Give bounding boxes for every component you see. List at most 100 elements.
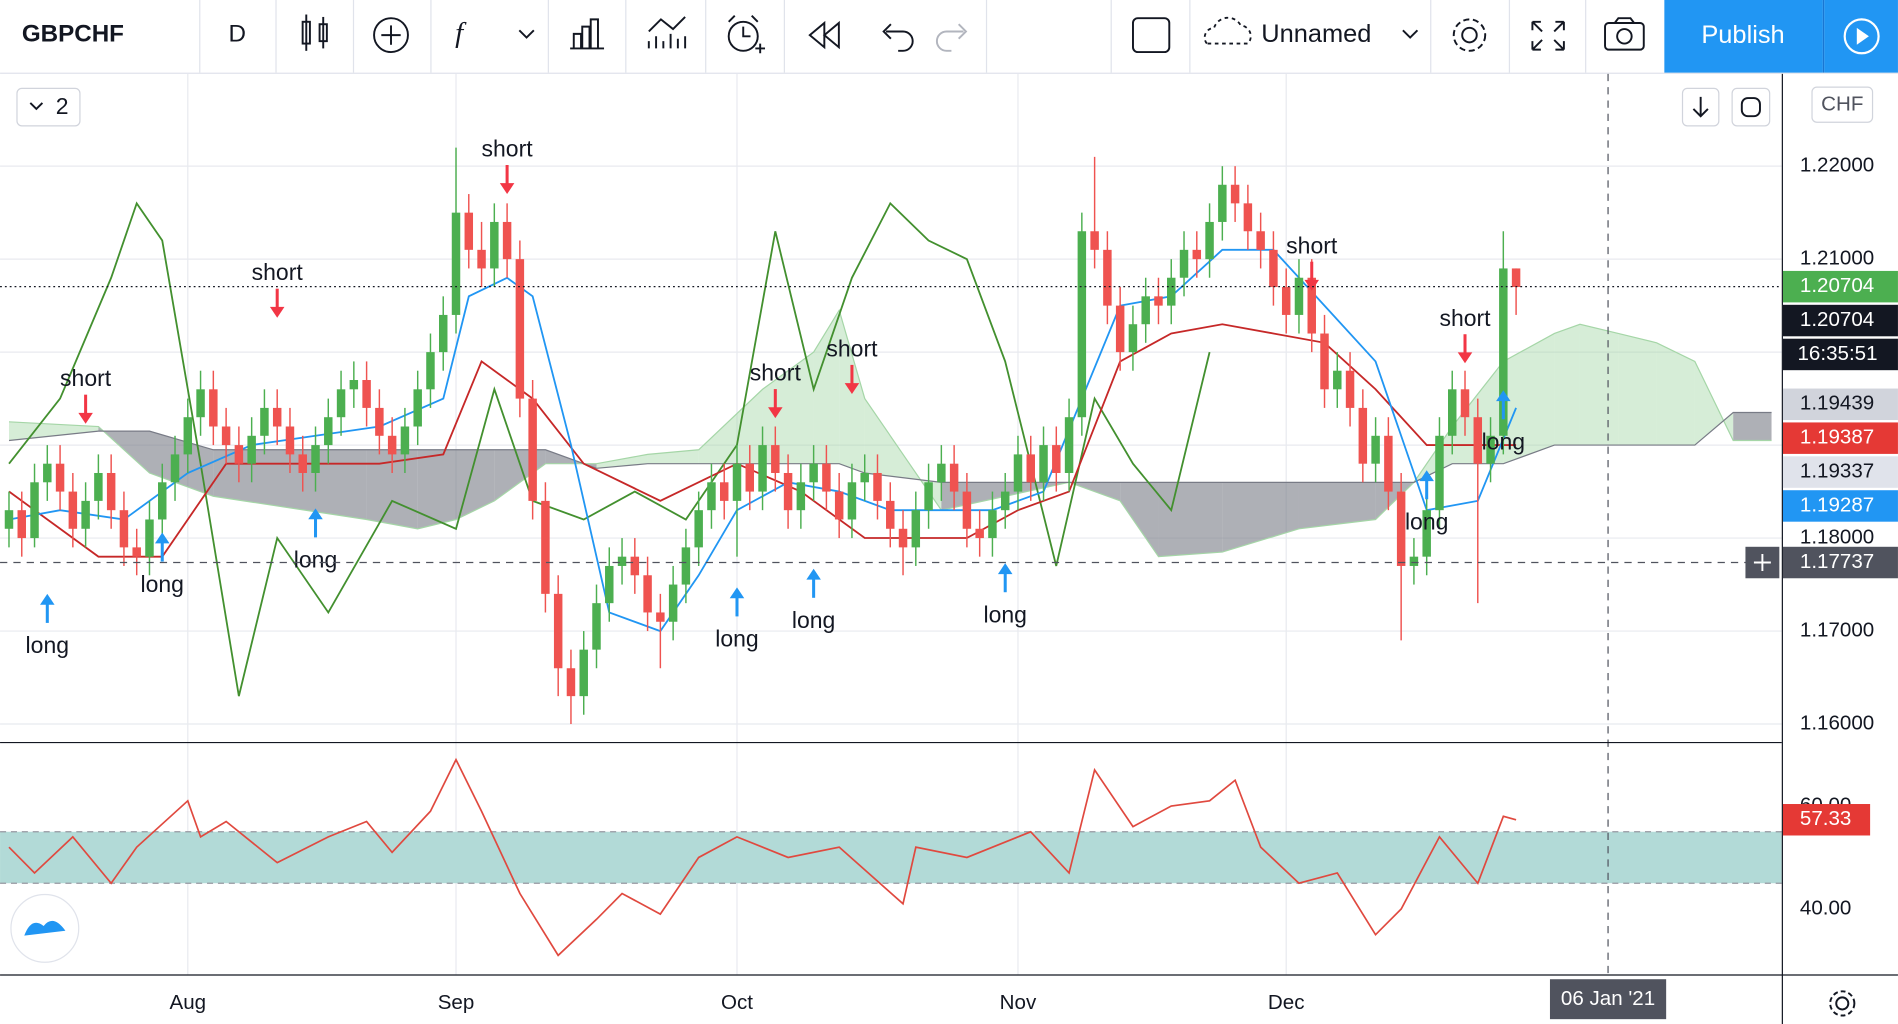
candle-body	[298, 454, 307, 473]
compare-icon[interactable]	[373, 17, 409, 54]
price-badge-label: 1.20704	[1800, 274, 1874, 297]
candle-body	[1422, 510, 1431, 557]
cloud-icon[interactable]	[1203, 16, 1252, 45]
candle-body	[1333, 370, 1342, 390]
price-badge	[1782, 388, 1898, 421]
candle-body	[681, 547, 691, 585]
currency-box[interactable]	[1811, 86, 1874, 123]
x-tick-label: Oct	[721, 991, 753, 1014]
candle-body	[1230, 184, 1240, 204]
signal-label: long	[715, 626, 758, 652]
candle-body	[1447, 389, 1457, 436]
signal-label: long	[792, 607, 835, 633]
candle-body	[1409, 556, 1419, 566]
signal-arrow	[154, 532, 170, 544]
currency: CHF	[1821, 93, 1863, 116]
settings-icon[interactable]	[1452, 18, 1487, 52]
undo-icon[interactable]	[882, 23, 914, 52]
candle-body	[949, 463, 959, 492]
candle-type-icon[interactable]	[301, 14, 328, 51]
layout-name[interactable]: Unnamed	[1261, 20, 1371, 48]
cloud-segment	[1733, 412, 1772, 441]
candle-body	[528, 398, 537, 501]
dropdown-icon[interactable]	[518, 29, 535, 39]
candle-body	[566, 668, 576, 697]
candle-body	[694, 510, 703, 548]
countdown: 16:35:51	[1797, 342, 1877, 365]
maximize-button[interactable]	[1731, 87, 1771, 127]
candle-body	[860, 472, 869, 483]
price-badge	[1782, 456, 1898, 488]
logo-icon	[24, 920, 66, 936]
replay-icon[interactable]	[808, 20, 840, 50]
fullscreen-icon[interactable]	[1531, 20, 1565, 51]
signal-arrow	[499, 183, 515, 195]
signal-label: short	[252, 259, 304, 285]
candle-body	[1154, 296, 1163, 306]
candle-body	[170, 454, 180, 483]
candle-body	[656, 612, 665, 622]
financials-icon[interactable]	[570, 18, 605, 50]
rsi-tick-label: 40.00	[1800, 896, 1851, 919]
layout-icon[interactable]	[1132, 17, 1171, 54]
signal-arrow	[1419, 470, 1434, 482]
publish-label[interactable]: Publish	[1701, 21, 1784, 49]
candle-body	[1167, 277, 1176, 306]
candle-body	[707, 482, 716, 511]
layout-dropdown[interactable]	[1402, 29, 1419, 39]
redo-icon[interactable]	[935, 23, 968, 52]
candle-body	[1090, 231, 1099, 250]
candle-body	[1486, 435, 1495, 464]
alert-icon[interactable]	[727, 15, 766, 54]
templates-icon[interactable]	[647, 16, 687, 49]
cloud-segment	[941, 482, 1070, 511]
candle-body	[898, 528, 908, 548]
price-badge-label: 1.20704	[1800, 308, 1874, 331]
y-tick-label: 1.18000	[1800, 526, 1874, 549]
candle-body	[1307, 277, 1316, 334]
candle-body	[349, 380, 359, 390]
candle-body	[1345, 370, 1355, 408]
candle-body	[106, 472, 116, 511]
rsi-line	[8, 757, 1517, 957]
rsi-pane	[0, 757, 1782, 957]
signal-arrow	[997, 563, 1013, 575]
candle-body	[1013, 454, 1023, 492]
kijun-line	[8, 323, 1517, 558]
cloud-segment	[1158, 482, 1223, 557]
candle-body	[962, 491, 972, 529]
candle-body	[553, 593, 563, 669]
price-badges: 1.20704 1.20704 16:35:51 1.19439 1.19387 1.19…	[1549, 270, 1898, 1020]
candle-body	[1320, 333, 1329, 390]
candle-body	[451, 212, 461, 315]
candle-body	[1205, 221, 1214, 260]
legend-toggle[interactable]	[16, 87, 81, 127]
candle-body	[490, 221, 499, 269]
candle-body	[285, 426, 295, 455]
candle-body	[260, 407, 269, 436]
signal-arrow	[308, 508, 323, 520]
symbol[interactable]: GBPCHF	[22, 20, 124, 47]
candle-body	[515, 259, 525, 399]
candle-body	[924, 482, 933, 511]
candle-body	[1115, 305, 1125, 353]
candle-body	[30, 482, 39, 539]
candle-body	[158, 482, 167, 520]
candle-body	[17, 510, 26, 539]
publish-button[interactable]	[1664, 0, 1823, 73]
interval[interactable]: D	[229, 20, 246, 47]
price-badge	[1782, 304, 1898, 337]
candle-body	[81, 500, 90, 529]
signal-arrow	[806, 568, 821, 580]
price-badge	[1782, 270, 1898, 303]
price-badge-label: 1.19287	[1800, 493, 1874, 516]
cloud-segment	[1618, 333, 1657, 446]
candle-body	[630, 556, 640, 576]
y-tick-label: 1.16000	[1800, 711, 1874, 734]
snapshot-icon[interactable]	[1604, 17, 1645, 51]
gear-icon[interactable]	[1829, 990, 1856, 1017]
cloud-segment	[456, 449, 495, 520]
x-tick-label: Dec	[1268, 991, 1305, 1014]
candle-body	[145, 519, 154, 557]
signal-label: short	[482, 136, 534, 162]
